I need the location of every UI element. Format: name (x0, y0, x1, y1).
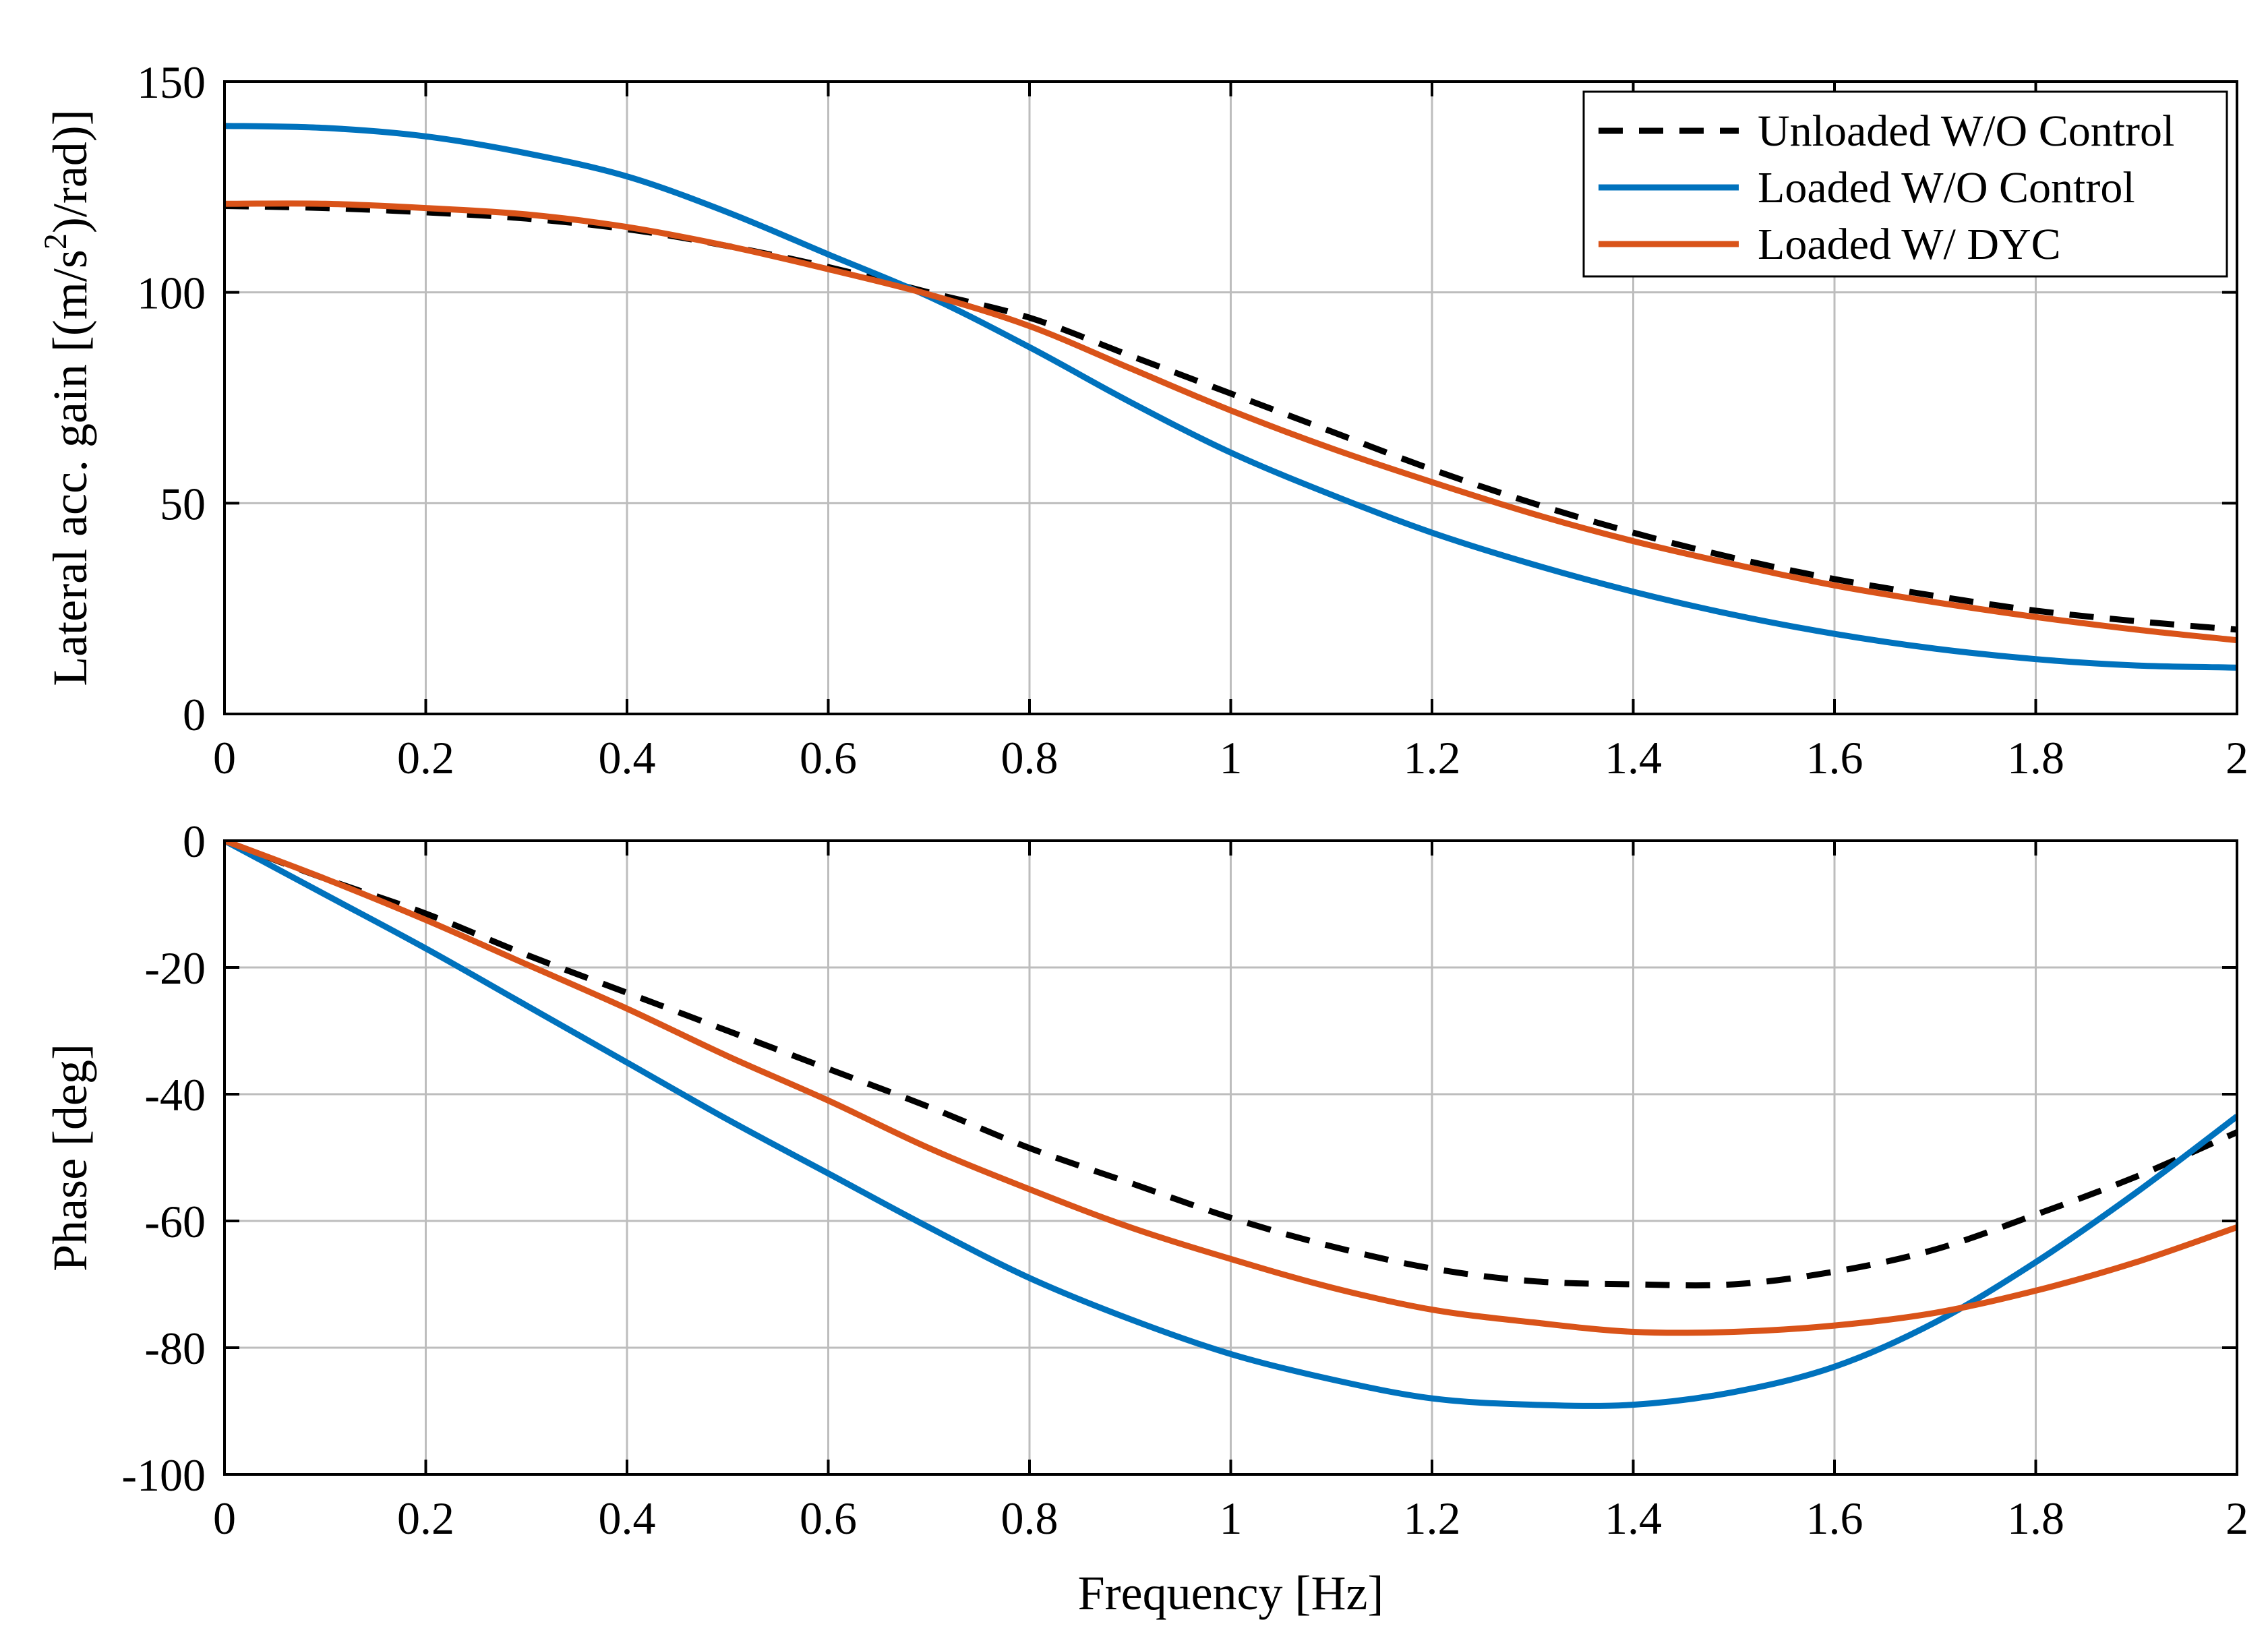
y-tick-label: 100 (137, 268, 206, 319)
x-tick-label: 0 (213, 732, 236, 783)
y-axis-title-part: )/rad)] (43, 109, 97, 233)
x-tick-label: 0.8 (1001, 1493, 1058, 1544)
y-tick-label: 50 (160, 478, 206, 529)
y-axis-title: Phase [deg] (43, 1044, 97, 1272)
chart-phase: 0 0.2 0.4 0.6 0.8 1 1.2 1.4 1.6 1.8 2 -100 -80 -60 -40… (43, 816, 2248, 1620)
x-axis-title: Frequency [Hz] (1078, 1566, 1384, 1620)
x-tick-label: 0.2 (397, 732, 454, 783)
x-tick-label: 0.4 (599, 1493, 656, 1544)
legend-label: Loaded W/O Control (1758, 163, 2135, 212)
x-tick-label: 1 (1220, 1493, 1243, 1544)
y-tick-label: -40 (144, 1069, 206, 1120)
y-tick-label: -20 (144, 943, 206, 994)
y-axis-title-part: Lateral acc. gain [(m/s (43, 249, 97, 686)
legend: Unloaded W/O Control Loaded W/O Control Lo… (1582, 90, 2228, 278)
series-line-loaded-w-o-control (225, 841, 2237, 1409)
legend-label: Unloaded W/O Control (1758, 107, 2174, 156)
x-tick-label: 1.2 (1404, 732, 1461, 783)
series-group (225, 123, 2237, 671)
legend-label: Loaded W/ DYC (1758, 220, 2061, 269)
x-tick-label: 0.6 (800, 732, 857, 783)
series-line-unloaded-w-o-control (225, 203, 2237, 633)
series-line-loaded-w-dyc (225, 841, 2237, 1336)
x-tick-label: 0.8 (1001, 732, 1058, 783)
x-tick-label: 1.6 (1806, 732, 1863, 783)
x-tick-label: 1.4 (1605, 1493, 1662, 1544)
y-tick-label: -60 (144, 1196, 206, 1247)
x-tick-label: 1.8 (2007, 1493, 2064, 1544)
series-line-loaded-w-dyc (225, 200, 2237, 644)
x-tick-label: 1.8 (2007, 732, 2064, 783)
y-tick-label: -80 (144, 1323, 206, 1374)
x-tick-label: 0.6 (800, 1493, 857, 1544)
series-line-unloaded-w-o-control (225, 841, 2237, 1289)
x-tick-label: 2 (2226, 732, 2248, 783)
x-tick-label: 1 (1220, 732, 1243, 783)
y-tick-label: 150 (137, 57, 206, 108)
x-tick-label: 1.2 (1404, 1493, 1461, 1544)
x-tick-label: 1.4 (1605, 732, 1662, 783)
y-tick-label: -100 (121, 1449, 206, 1501)
y-axis-title: Lateral acc. gain [(m/s2)/rad)] (38, 109, 97, 686)
series-line-loaded-w-o-control (225, 123, 2237, 671)
chart-gain: 0 0.2 0.4 0.6 0.8 1 1.2 1.4 1.6 1.8 2 0 50 100 150 Late… (38, 57, 2248, 783)
x-tick-label: 0.4 (599, 732, 656, 783)
x-tick-label: 2 (2226, 1493, 2248, 1544)
y-axis-title-superscript: 2 (38, 233, 73, 249)
y-tick-label: 0 (183, 816, 206, 867)
x-tick-label: 0.2 (397, 1493, 454, 1544)
series-group (225, 841, 2237, 1409)
x-tick-label: 1.6 (1806, 1493, 1863, 1544)
x-tick-label: 0 (213, 1493, 236, 1544)
y-tick-label: 0 (183, 689, 206, 740)
